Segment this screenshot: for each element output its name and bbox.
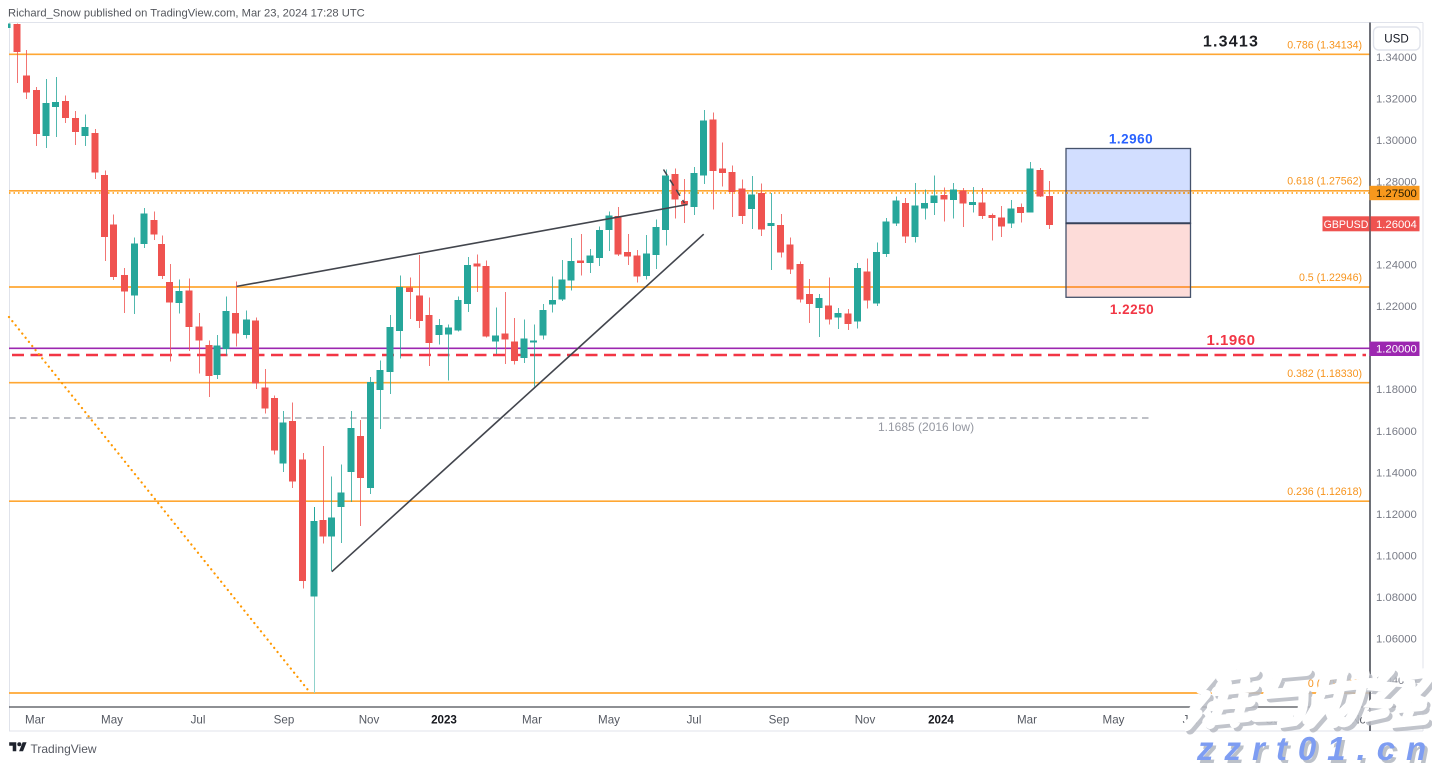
- svg-text:0.5 (1.22946): 0.5 (1.22946): [1299, 272, 1362, 284]
- svg-text:1.16000: 1.16000: [1376, 426, 1417, 438]
- svg-text:0.236 (1.12618): 0.236 (1.12618): [1287, 486, 1362, 498]
- svg-text:1.08000: 1.08000: [1376, 592, 1417, 604]
- svg-text:May: May: [598, 714, 620, 727]
- svg-text:TradingView: TradingView: [31, 742, 97, 756]
- svg-text:zzrt01.cn: zzrt01.cn: [1196, 730, 1432, 763]
- svg-text:1.20000: 1.20000: [1376, 344, 1417, 356]
- svg-text:1.26004: 1.26004: [1376, 219, 1417, 231]
- svg-text:1.24000: 1.24000: [1376, 260, 1417, 272]
- svg-text:0.382 (1.18330): 0.382 (1.18330): [1287, 368, 1362, 380]
- svg-text:May: May: [101, 714, 123, 727]
- svg-text:0.618 (1.27562): 0.618 (1.27562): [1287, 176, 1362, 188]
- svg-text:GBPUSD: GBPUSD: [1324, 219, 1369, 231]
- svg-text:Jul: Jul: [687, 714, 702, 727]
- svg-text:Richard_Snow published on Trad: Richard_Snow published on TradingView.co…: [8, 8, 365, 20]
- svg-text:Nov: Nov: [855, 714, 876, 727]
- svg-text:1.2960: 1.2960: [1109, 132, 1153, 147]
- svg-text:1.30000: 1.30000: [1376, 135, 1417, 147]
- svg-text:1.34000: 1.34000: [1376, 52, 1417, 64]
- svg-text:Nov: Nov: [359, 714, 380, 727]
- svg-text:Mar: Mar: [522, 714, 542, 727]
- svg-text:0.786 (1.34134): 0.786 (1.34134): [1287, 40, 1362, 52]
- svg-text:Sep: Sep: [274, 714, 295, 727]
- svg-text:May: May: [1103, 714, 1125, 727]
- svg-text:1.2250: 1.2250: [1110, 302, 1154, 317]
- svg-text:1.28000: 1.28000: [1376, 177, 1417, 189]
- svg-text:Sep: Sep: [769, 714, 790, 727]
- svg-text:Jul: Jul: [191, 714, 206, 727]
- svg-text:1.3413: 1.3413: [1203, 34, 1259, 51]
- svg-text:1.06000: 1.06000: [1376, 634, 1417, 646]
- svg-text:Mar: Mar: [25, 714, 45, 727]
- svg-text:1.27500: 1.27500: [1376, 188, 1417, 200]
- svg-text:USD: USD: [1384, 33, 1408, 46]
- svg-text:1.1960: 1.1960: [1207, 332, 1256, 349]
- svg-text:1.22000: 1.22000: [1376, 301, 1417, 313]
- svg-text:2023: 2023: [431, 714, 457, 727]
- svg-text:Mar: Mar: [1017, 714, 1037, 727]
- svg-text:1.12000: 1.12000: [1376, 509, 1417, 521]
- svg-text:1.1685 (2016 low): 1.1685 (2016 low): [878, 420, 974, 434]
- svg-text:1.14000: 1.14000: [1376, 467, 1417, 479]
- svg-text:1.10000: 1.10000: [1376, 550, 1417, 562]
- svg-text:zzrt01.cn: zzrt01.cn: [1199, 733, 1432, 763]
- svg-text:1.32000: 1.32000: [1376, 93, 1417, 105]
- svg-text:2024: 2024: [928, 714, 954, 727]
- svg-text:1.18000: 1.18000: [1376, 384, 1417, 396]
